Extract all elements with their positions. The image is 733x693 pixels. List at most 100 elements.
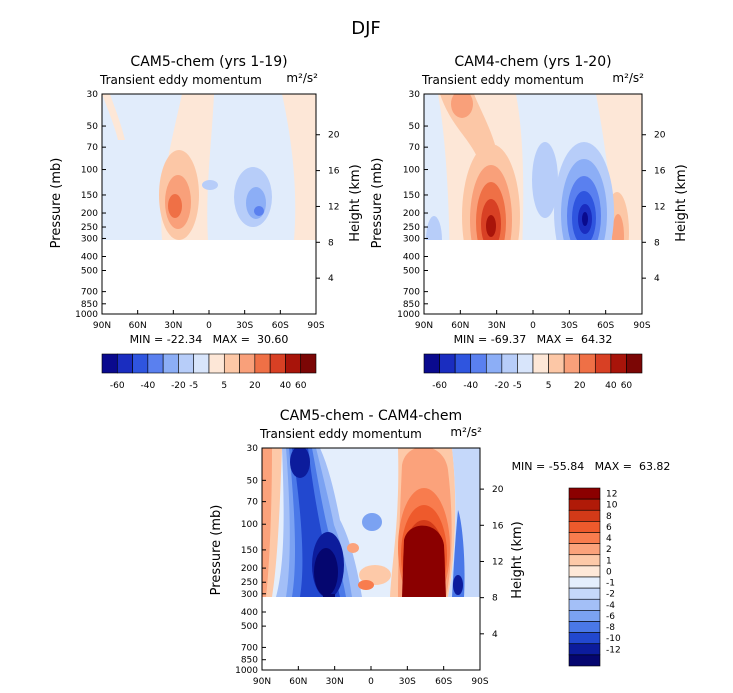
panel2-ytick-label: 300 (403, 234, 420, 244)
panel3-ytick-label: 150 (241, 546, 258, 556)
panel2-contour-negative (532, 142, 558, 218)
panel1-ytick-label: 100 (81, 166, 98, 176)
panel3-ytick-right-label: 12 (492, 557, 503, 567)
panel3-ytick-label: 300 (241, 590, 258, 600)
panel2-ytick-right-label: 20 (654, 131, 666, 141)
panel1-ytick-label: 500 (81, 267, 98, 277)
panel1-colorbar-box (178, 353, 195, 374)
panel2-ytick-label: 700 (403, 288, 420, 298)
panel1-colorbar: -60 -40 -20 -5 5 20 40 60 (101, 353, 317, 391)
panel3-contour-negative (362, 513, 382, 531)
panel2-subtitle: Transient eddy momentum (421, 73, 584, 87)
panel3-stats: MIN = -55.84 MAX = 63.82 (512, 460, 671, 473)
panel3-ytick-label: 200 (241, 564, 258, 574)
panel1-ytick-label: 250 (81, 223, 98, 233)
panel3-title: CAM5-chem - CAM4-chem (280, 408, 462, 424)
panel2-colorbar-box (454, 353, 472, 374)
panel3-contour-negative (453, 575, 463, 595)
panel3-colorbar-label: -12 (606, 645, 621, 655)
panel2-ytick-label: 1000 (397, 310, 420, 320)
panel1-colorbar-box (208, 353, 225, 374)
panel3-colorbar-box (568, 610, 601, 622)
panel2-ytick-label: 250 (403, 223, 420, 233)
panel3-colorbar-label: 6 (606, 523, 612, 533)
panel1-colorbar-box (132, 353, 149, 374)
panel2-xtick-label: 90S (633, 321, 650, 331)
panel2-ytick-label: 150 (403, 191, 420, 201)
panel2-xtick-label: 0 (530, 321, 536, 331)
panel2-contour-positive (486, 215, 496, 237)
panel1-colorbar-box (116, 353, 133, 374)
panel3-ytick-label: 250 (241, 578, 258, 588)
panel2-colorbar-box (485, 353, 503, 374)
panel2-ytick-label: 30 (409, 90, 421, 100)
panel3-xtick-label: 90N (253, 677, 271, 687)
panel1-stats: MIN = -22.34 MAX = 30.60 (130, 333, 289, 346)
panel1-ytick-label: 70 (87, 143, 99, 153)
panel2-ytick-right-label: 12 (654, 202, 665, 212)
panel3-colorbar-label: 0 (606, 567, 612, 577)
panel2-colorbar-box (532, 353, 549, 374)
panel2-colorbar: -60 -40 -20 -5 5 20 40 60 (423, 353, 643, 391)
panel3-colorbar-box (568, 554, 601, 567)
panel2-colorbar-label: -60 (432, 381, 447, 391)
panel3-units: m²/s² (450, 425, 482, 439)
panel1-ytick-label: 1000 (75, 310, 98, 320)
panel2-colorbar-label: 20 (574, 381, 586, 391)
panel3-xtick-label: 0 (368, 677, 374, 687)
panel3-colorbar-box (568, 509, 601, 522)
panel1-subtitle: Transient eddy momentum (99, 73, 262, 87)
panel1-colorbar-box (193, 353, 210, 374)
panel1-xtick-label: 60N (129, 321, 147, 331)
panel1-contour-negative (202, 180, 218, 190)
panel3-ytick-right-label: 20 (492, 485, 504, 495)
panel2-xtick-label: 30S (561, 321, 578, 331)
panel1-ytick-label: 700 (81, 288, 98, 298)
panel3-contour-field (262, 448, 480, 597)
panel3-colorbar-label: -2 (606, 590, 615, 600)
panel3-topography-notch (323, 594, 335, 597)
panel1-ytick-right-label: 20 (328, 131, 340, 141)
panel1-ytick-label: 30 (87, 90, 99, 100)
panel-cam5: CAM5-chem (yrs 1-19) Transient eddy mome… (49, 54, 363, 391)
panel2-colorbar-label: 5 (546, 381, 552, 391)
panel3-contour-negative (314, 548, 338, 596)
panel3-contour-positive (402, 525, 446, 597)
panel2-colorbar-box (501, 353, 518, 374)
panel3-subtitle: Transient eddy momentum (259, 427, 422, 441)
panel3-colorbar-box (568, 654, 601, 667)
panel1-ytick-label: 150 (81, 191, 98, 201)
panel3-colorbar-box (568, 498, 601, 511)
panel3-ylabel: Pressure (mb) (209, 505, 224, 596)
panel3-colorbar-box (568, 565, 601, 578)
panel3-colorbar-label: -6 (606, 612, 615, 622)
panel1-ytick-right-label: 12 (328, 202, 339, 212)
panel2-colorbar-label: -5 (513, 381, 522, 391)
panel3-ytick-label: 1000 (235, 666, 258, 676)
panel1-colorbar-box (300, 353, 317, 374)
panel2-contour-field (424, 94, 642, 240)
panel2-xtick-label: 90N (415, 321, 433, 331)
panel2-colorbar-box (517, 353, 534, 374)
panel3-colorbar-label: -1 (606, 579, 615, 589)
panel3-colorbar-box (568, 587, 601, 600)
panel2-stats: MIN = -69.37 MAX = 64.32 (454, 333, 613, 346)
panel1-ylabel-right: Height (km) (348, 164, 363, 241)
panel2-contour-positive (612, 214, 624, 240)
panel1-colorbar-box (147, 353, 164, 374)
panel1-contour-negative (254, 206, 264, 216)
panel3-ytick-label: 850 (241, 656, 258, 666)
panel1-colorbar-box (254, 353, 271, 374)
panel1-ytick-label: 300 (81, 234, 98, 244)
panel2-colorbar-label: 60 (621, 381, 633, 391)
panel2-colorbar-box (548, 353, 565, 374)
panel2-ylabel: Pressure (mb) (370, 158, 385, 249)
panel-diff: CAM5-chem - CAM4-chem Transient eddy mom… (209, 408, 670, 687)
panel1-ylabel: Pressure (mb) (49, 158, 64, 249)
panel3-colorbar-box (568, 632, 601, 645)
panel3-ytick-label: 700 (241, 643, 258, 653)
panel2-xtick-label: 30N (488, 321, 506, 331)
panel1-topography-mask (102, 240, 316, 320)
